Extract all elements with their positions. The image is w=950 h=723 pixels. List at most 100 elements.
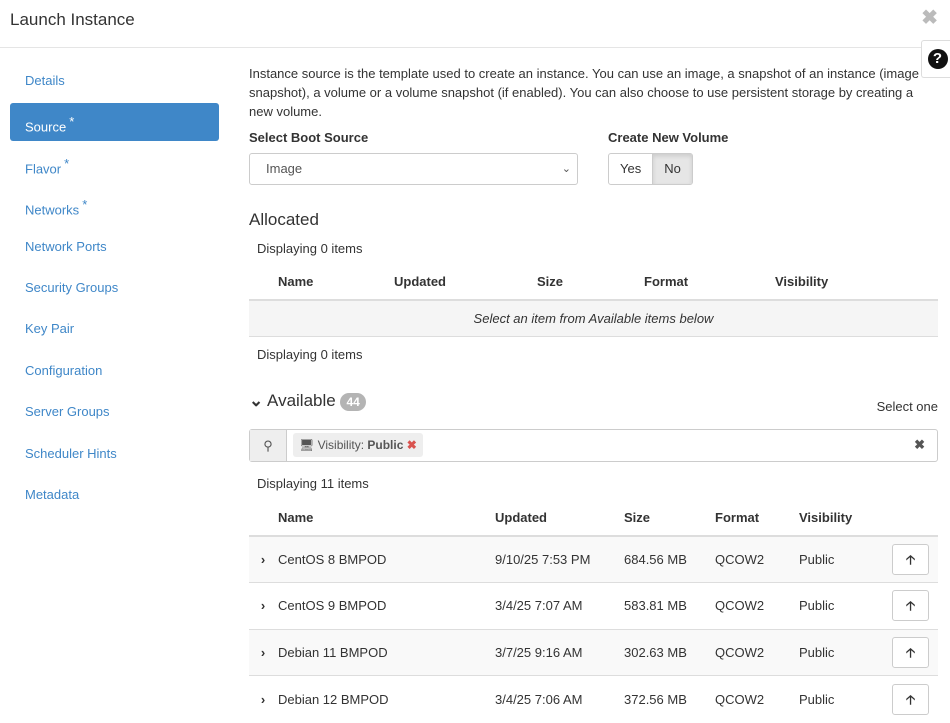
column-header: Size xyxy=(536,264,643,301)
remove-filter-icon[interactable]: ✖ xyxy=(406,438,417,452)
sidebar-item-security-groups[interactable]: Security Groups xyxy=(10,269,219,307)
sidebar-item-scheduler-hints[interactable]: Scheduler Hints xyxy=(10,435,219,473)
column-header xyxy=(868,500,938,537)
cell-size: 684.56 MB xyxy=(623,535,714,583)
sidebar-item-label: Security Groups xyxy=(25,279,119,295)
expand-row-icon[interactable]: › xyxy=(249,535,277,583)
sidebar-item-label: Networks xyxy=(25,202,80,218)
column-header: Format xyxy=(643,264,774,301)
chevron-down-icon: ⌄ xyxy=(249,391,264,410)
no-button[interactable]: No xyxy=(652,154,692,184)
sidebar-item-key-pair[interactable]: Key Pair xyxy=(10,310,219,348)
sidebar-item-label: Metadata xyxy=(25,486,80,502)
table-row: › Debian 11 BMPOD 3/7/25 9:16 AM 302.63 MB Q… xyxy=(249,628,938,676)
expand-row-icon[interactable]: › xyxy=(249,582,277,629)
sidebar-item-label: Scheduler Hints xyxy=(25,445,117,461)
available-toggle[interactable]: ⌄ Available 44 xyxy=(249,391,366,411)
monitor-icon: 🖥 xyxy=(299,438,315,452)
column-header: Size xyxy=(623,500,714,537)
sidebar-item-source[interactable]: Source * xyxy=(10,103,219,142)
cell-format: QCOW2 xyxy=(714,582,798,629)
help-button[interactable]: ? xyxy=(921,40,950,78)
new-volume-toggle: Yes No xyxy=(608,153,693,185)
column-header: Name xyxy=(277,264,393,301)
allocated-count-bottom: Displaying 0 items xyxy=(257,347,363,362)
allocate-button[interactable]: 🡡 xyxy=(892,544,929,575)
arrow-up-icon: 🡡 xyxy=(905,691,916,707)
wizard-sidebar: Details Source * Flavor * Networks * Network Po… xyxy=(10,62,219,517)
sidebar-item-label: Details xyxy=(25,73,65,88)
cell-name: CentOS 8 BMPOD xyxy=(277,535,494,583)
search-icon: ⚲ xyxy=(250,430,287,461)
column-header xyxy=(249,264,277,301)
allocate-button[interactable]: 🡡 xyxy=(892,683,929,715)
available-title: Available xyxy=(267,391,336,410)
filter-search-bar[interactable]: ⚲ 🖥 Visibility: Public ✖ ✖ xyxy=(249,429,938,462)
sidebar-item-label: Flavor xyxy=(25,161,62,177)
cell-size: 372.56 MB xyxy=(623,675,714,722)
available-count: Displaying 11 items xyxy=(257,476,369,491)
cell-size: 583.81 MB xyxy=(623,582,714,629)
allocate-button[interactable]: 🡡 xyxy=(892,636,929,668)
arrow-up-icon: 🡡 xyxy=(905,644,916,660)
new-volume-label: Create New Volume xyxy=(608,130,729,145)
available-count-badge: 44 xyxy=(340,392,366,411)
column-header: Visibility xyxy=(798,500,868,537)
question-circle-icon: ? xyxy=(927,49,948,69)
sidebar-item-metadata[interactable]: Metadata xyxy=(10,476,219,514)
modal-header: Launch Instance ✖ xyxy=(0,0,950,48)
column-header: Updated xyxy=(494,500,623,537)
cell-format: QCOW2 xyxy=(714,628,798,676)
allocated-title: Allocated xyxy=(249,210,319,229)
table-row: › CentOS 8 BMPOD 9/10/25 7:53 PM 684.56 MB Q… xyxy=(249,535,938,583)
chevron-down-icon: ⌄ xyxy=(561,163,571,175)
sidebar-item-flavor[interactable]: Flavor * xyxy=(10,145,219,183)
cell-updated: 3/4/25 7:06 AM xyxy=(494,675,623,722)
column-header: Updated xyxy=(393,264,536,301)
cell-visibility: Public xyxy=(798,628,868,676)
cell-updated: 3/4/25 7:07 AM xyxy=(494,582,623,629)
cell-name: CentOS 9 BMPOD xyxy=(277,582,494,629)
select-hint: Select one xyxy=(876,399,938,414)
intro-text: Instance source is the template used to … xyxy=(249,66,919,119)
sidebar-item-details[interactable]: Details xyxy=(10,62,219,100)
expand-row-icon[interactable]: › xyxy=(249,628,277,676)
cell-format: QCOW2 xyxy=(714,675,798,722)
sidebar-item-label: Key Pair xyxy=(25,321,75,337)
allocated-empty: Select an item from Available items belo… xyxy=(249,299,938,337)
cell-visibility: Public xyxy=(798,535,868,583)
sidebar-item-networks[interactable]: Networks * xyxy=(10,186,219,224)
sidebar-item-label: Network Ports xyxy=(25,238,107,254)
allocate-button[interactable]: 🡡 xyxy=(892,590,929,622)
arrow-up-icon: 🡡 xyxy=(905,552,916,567)
allocated-table: Name Updated Size Format Visibility Select a… xyxy=(249,264,938,337)
arrow-up-icon: 🡡 xyxy=(905,598,916,614)
cell-visibility: Public xyxy=(798,675,868,722)
required-mark: * xyxy=(82,197,88,213)
required-mark: * xyxy=(64,155,70,171)
boot-source-value: Image xyxy=(266,161,303,176)
table-row: › CentOS 9 BMPOD 3/4/25 7:07 AM 583.81 MB QC… xyxy=(249,582,938,629)
column-header: Format xyxy=(714,500,798,537)
clear-search-icon[interactable]: ✖ xyxy=(914,437,925,452)
sidebar-item-label: Server Groups xyxy=(25,404,110,420)
close-icon[interactable]: ✖ xyxy=(921,7,938,29)
cell-name: Debian 12 BMPOD xyxy=(277,675,494,722)
filter-key: Visibility: xyxy=(317,438,365,452)
filter-value: Public xyxy=(367,438,404,452)
boot-source-select[interactable]: Image ⌄ xyxy=(249,153,578,185)
expand-row-icon[interactable]: › xyxy=(249,675,277,722)
sidebar-item-label: Configuration xyxy=(25,362,103,378)
column-header: Name xyxy=(277,500,494,537)
yes-button[interactable]: Yes xyxy=(620,161,642,176)
cell-size: 302.63 MB xyxy=(623,628,714,676)
sidebar-item-network-ports[interactable]: Network Ports xyxy=(10,228,219,266)
available-table: Name Updated Size Format Visibility › CentOS … xyxy=(249,500,938,722)
sidebar-item-server-groups[interactable]: Server Groups xyxy=(10,393,219,431)
sidebar-item-configuration[interactable]: Configuration xyxy=(10,352,219,390)
modal-title: Launch Instance xyxy=(10,10,135,29)
column-header: Visibility xyxy=(774,264,938,301)
allocated-count: Displaying 0 items xyxy=(257,241,363,256)
required-mark: * xyxy=(69,114,75,130)
cell-visibility: Public xyxy=(798,582,868,629)
